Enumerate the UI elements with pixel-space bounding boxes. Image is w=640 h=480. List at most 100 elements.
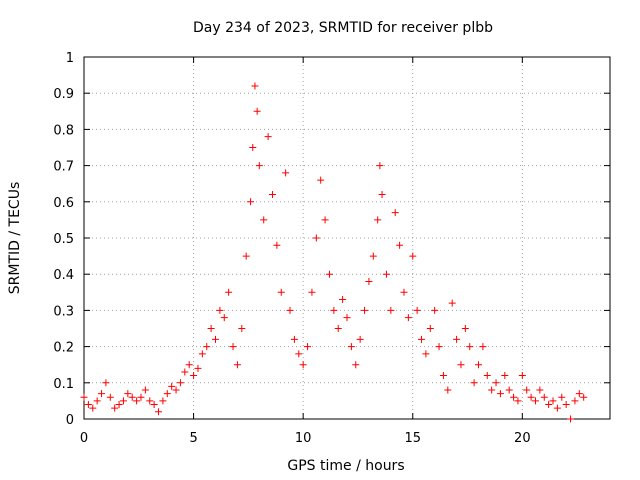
data-point — [141, 386, 149, 394]
data-point — [448, 299, 456, 307]
data-point — [89, 404, 97, 412]
data-point — [163, 390, 171, 398]
data-point — [549, 397, 557, 405]
data-point — [128, 393, 136, 401]
data-point — [225, 288, 233, 296]
y-axis-label: SRMTID / TECUs — [7, 182, 23, 295]
data-point — [312, 234, 320, 242]
data-point — [155, 408, 163, 416]
data-point — [413, 306, 421, 314]
data-point — [242, 252, 250, 260]
data-point — [488, 386, 496, 394]
data-point — [479, 343, 487, 351]
x-tick-label: 5 — [189, 431, 197, 446]
data-point — [457, 361, 465, 369]
data-point — [378, 191, 386, 199]
data-point — [567, 415, 575, 423]
plot-frame — [83, 56, 611, 420]
data-points — [80, 82, 588, 423]
data-point — [251, 82, 259, 90]
data-point — [233, 361, 241, 369]
data-point — [339, 296, 347, 304]
data-point — [133, 397, 141, 405]
data-point — [150, 401, 158, 409]
data-point — [365, 277, 373, 285]
y-tick-label: 0.9 — [53, 87, 74, 102]
data-point — [523, 386, 531, 394]
data-point — [404, 314, 412, 322]
data-point — [247, 198, 255, 206]
data-point — [159, 397, 167, 405]
data-point — [111, 404, 119, 412]
data-point — [409, 252, 417, 260]
data-point — [536, 386, 544, 394]
data-point — [369, 252, 377, 260]
data-point — [483, 372, 491, 380]
data-point — [93, 397, 101, 405]
x-tick-label: 10 — [295, 431, 312, 446]
data-point — [80, 393, 88, 401]
data-point — [168, 382, 176, 390]
data-point — [562, 401, 570, 409]
data-point — [268, 191, 276, 199]
data-point — [580, 393, 588, 401]
data-point — [146, 397, 154, 405]
x-tick-label: 0 — [80, 431, 88, 446]
data-point — [518, 372, 526, 380]
data-point — [435, 343, 443, 351]
data-point — [194, 364, 202, 372]
data-point — [198, 350, 206, 358]
data-point — [102, 379, 110, 387]
data-point — [382, 270, 390, 278]
data-point — [505, 386, 513, 394]
y-tick-label: 0.8 — [53, 123, 74, 138]
x-tick-label: 20 — [514, 431, 531, 446]
data-point — [172, 386, 180, 394]
data-point — [453, 335, 461, 343]
data-point — [185, 361, 193, 369]
data-point — [119, 397, 127, 405]
data-point — [558, 393, 566, 401]
x-tick-label: 15 — [404, 431, 421, 446]
data-point — [347, 343, 355, 351]
data-point — [527, 393, 535, 401]
y-tick-label: 0 — [66, 413, 74, 428]
data-point — [571, 397, 579, 405]
data-point — [255, 162, 263, 170]
data-point — [540, 393, 548, 401]
data-point — [106, 393, 114, 401]
data-point — [203, 343, 211, 351]
data-point — [220, 314, 228, 322]
chart-title: Day 234 of 2023, SRMTID for receiver plb… — [193, 20, 493, 36]
y-tick-label: 0.1 — [53, 377, 74, 392]
data-point — [98, 390, 106, 398]
data-point — [304, 343, 312, 351]
data-point — [496, 390, 504, 398]
data-point — [439, 372, 447, 380]
y-tick-label: 0.4 — [53, 268, 74, 283]
data-point — [84, 401, 92, 409]
data-point — [475, 361, 482, 369]
tick-layer: 00.10.20.30.40.50.60.70.80.910 5 10 15 20 — [53, 51, 610, 446]
data-point — [290, 335, 298, 343]
data-point — [308, 288, 316, 296]
data-point — [352, 361, 360, 369]
data-point — [531, 397, 539, 405]
data-point — [396, 241, 404, 249]
data-point — [431, 306, 439, 314]
data-point — [124, 390, 132, 398]
data-point — [391, 209, 399, 217]
data-point — [253, 107, 261, 115]
data-point — [238, 325, 246, 332]
data-point — [299, 361, 307, 369]
data-point — [212, 335, 219, 343]
grid-layer — [84, 57, 610, 419]
data-point — [330, 306, 338, 314]
data-point — [492, 379, 500, 387]
y-tick-label: 1 — [66, 51, 74, 66]
data-point — [249, 144, 257, 151]
data-point — [286, 306, 294, 314]
data-point — [553, 404, 561, 412]
data-point — [207, 325, 215, 332]
